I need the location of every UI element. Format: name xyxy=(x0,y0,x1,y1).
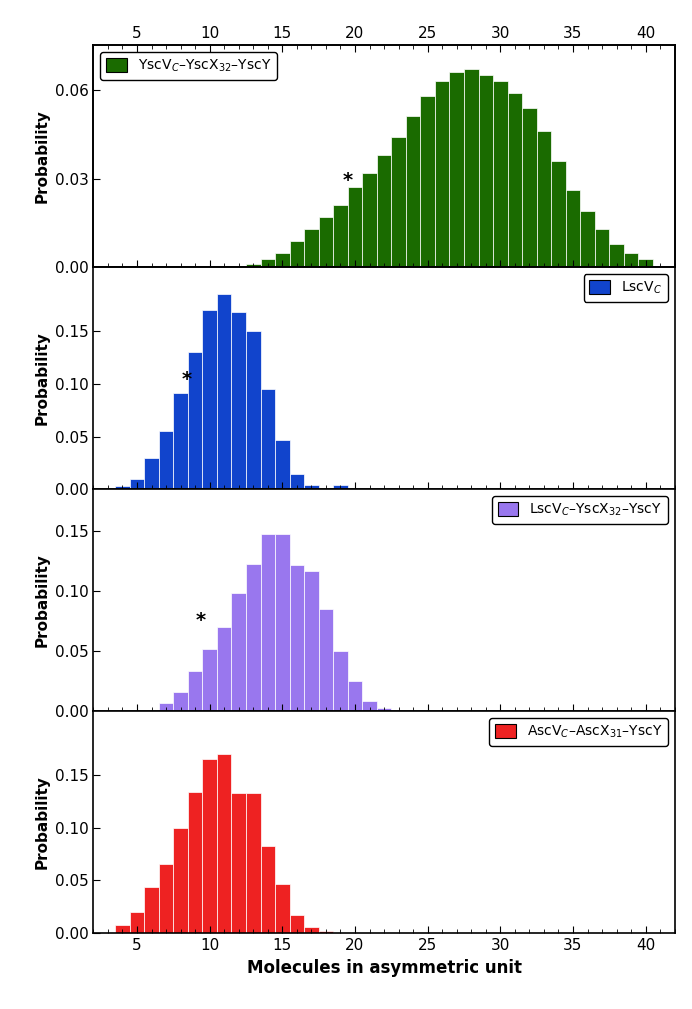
Bar xyxy=(275,534,289,711)
Bar xyxy=(188,792,202,933)
Bar xyxy=(435,81,449,267)
Bar xyxy=(130,479,145,489)
Bar xyxy=(392,137,406,267)
Bar xyxy=(304,927,318,933)
Bar xyxy=(275,884,289,933)
Bar xyxy=(217,294,231,489)
Bar xyxy=(522,108,537,267)
Bar xyxy=(363,700,376,711)
Bar xyxy=(478,75,493,267)
Bar xyxy=(333,652,347,711)
Bar xyxy=(333,485,347,489)
Bar xyxy=(115,925,130,933)
Bar xyxy=(260,534,275,711)
Bar xyxy=(376,707,391,711)
Bar xyxy=(289,915,304,933)
Text: *: * xyxy=(196,610,206,630)
Legend: YscV$_C$–YscX$_{32}$–YscY: YscV$_C$–YscX$_{32}$–YscY xyxy=(100,52,277,80)
Bar xyxy=(246,264,260,267)
Legend: LscV$_C$: LscV$_C$ xyxy=(583,274,668,302)
Bar xyxy=(246,793,260,933)
Bar xyxy=(246,331,260,489)
Bar xyxy=(304,229,318,267)
Text: *: * xyxy=(343,172,353,191)
Bar xyxy=(188,352,202,489)
Bar xyxy=(580,211,594,267)
Bar xyxy=(347,681,363,711)
Bar xyxy=(275,252,289,267)
Y-axis label: Probability: Probability xyxy=(34,553,49,648)
Bar xyxy=(173,394,188,489)
Bar xyxy=(231,793,246,933)
Bar xyxy=(158,703,173,711)
Y-axis label: Probability: Probability xyxy=(34,331,49,426)
Bar xyxy=(289,473,304,489)
Bar xyxy=(115,486,130,489)
Legend: AscV$_C$–AscX$_{31}$–YscY: AscV$_C$–AscX$_{31}$–YscY xyxy=(489,718,668,746)
Bar xyxy=(260,388,275,489)
Bar xyxy=(231,592,246,711)
Bar xyxy=(536,131,551,267)
Bar xyxy=(246,564,260,711)
Bar xyxy=(464,69,478,267)
Bar xyxy=(202,759,217,933)
Bar xyxy=(304,571,318,711)
Bar xyxy=(304,485,318,489)
Y-axis label: Probability: Probability xyxy=(34,109,49,204)
Bar xyxy=(566,191,580,267)
Bar xyxy=(275,440,289,489)
Legend: LscV$_C$–YscX$_{32}$–YscY: LscV$_C$–YscX$_{32}$–YscY xyxy=(492,496,668,524)
Bar xyxy=(610,244,624,267)
Bar xyxy=(188,671,202,711)
Text: *: * xyxy=(181,370,192,388)
Bar xyxy=(173,692,188,711)
Bar xyxy=(318,931,333,933)
Bar xyxy=(493,81,507,267)
Bar xyxy=(623,252,638,267)
Bar xyxy=(507,93,522,267)
Bar xyxy=(551,160,566,267)
Bar xyxy=(347,188,363,267)
Bar xyxy=(260,846,275,933)
Bar xyxy=(289,241,304,267)
Bar xyxy=(144,887,158,933)
Bar xyxy=(158,431,173,489)
Y-axis label: Probability: Probability xyxy=(34,775,49,870)
Bar xyxy=(594,229,610,267)
Bar xyxy=(638,258,653,267)
Bar xyxy=(406,116,420,267)
Bar xyxy=(217,628,231,711)
Bar xyxy=(318,609,333,711)
X-axis label: Molecules in asymmetric unit: Molecules in asymmetric unit xyxy=(246,959,522,977)
Bar xyxy=(289,565,304,711)
Bar xyxy=(202,649,217,711)
Bar xyxy=(363,173,376,267)
Bar xyxy=(158,864,173,933)
Bar xyxy=(260,258,275,267)
Bar xyxy=(420,96,435,267)
Bar xyxy=(202,310,217,489)
Bar xyxy=(217,754,231,933)
Bar xyxy=(173,827,188,933)
Bar xyxy=(318,217,333,267)
Bar xyxy=(376,155,391,267)
Bar xyxy=(130,912,145,933)
Bar xyxy=(450,72,464,267)
Bar xyxy=(231,312,246,489)
Bar xyxy=(333,205,347,267)
Bar xyxy=(144,458,158,489)
